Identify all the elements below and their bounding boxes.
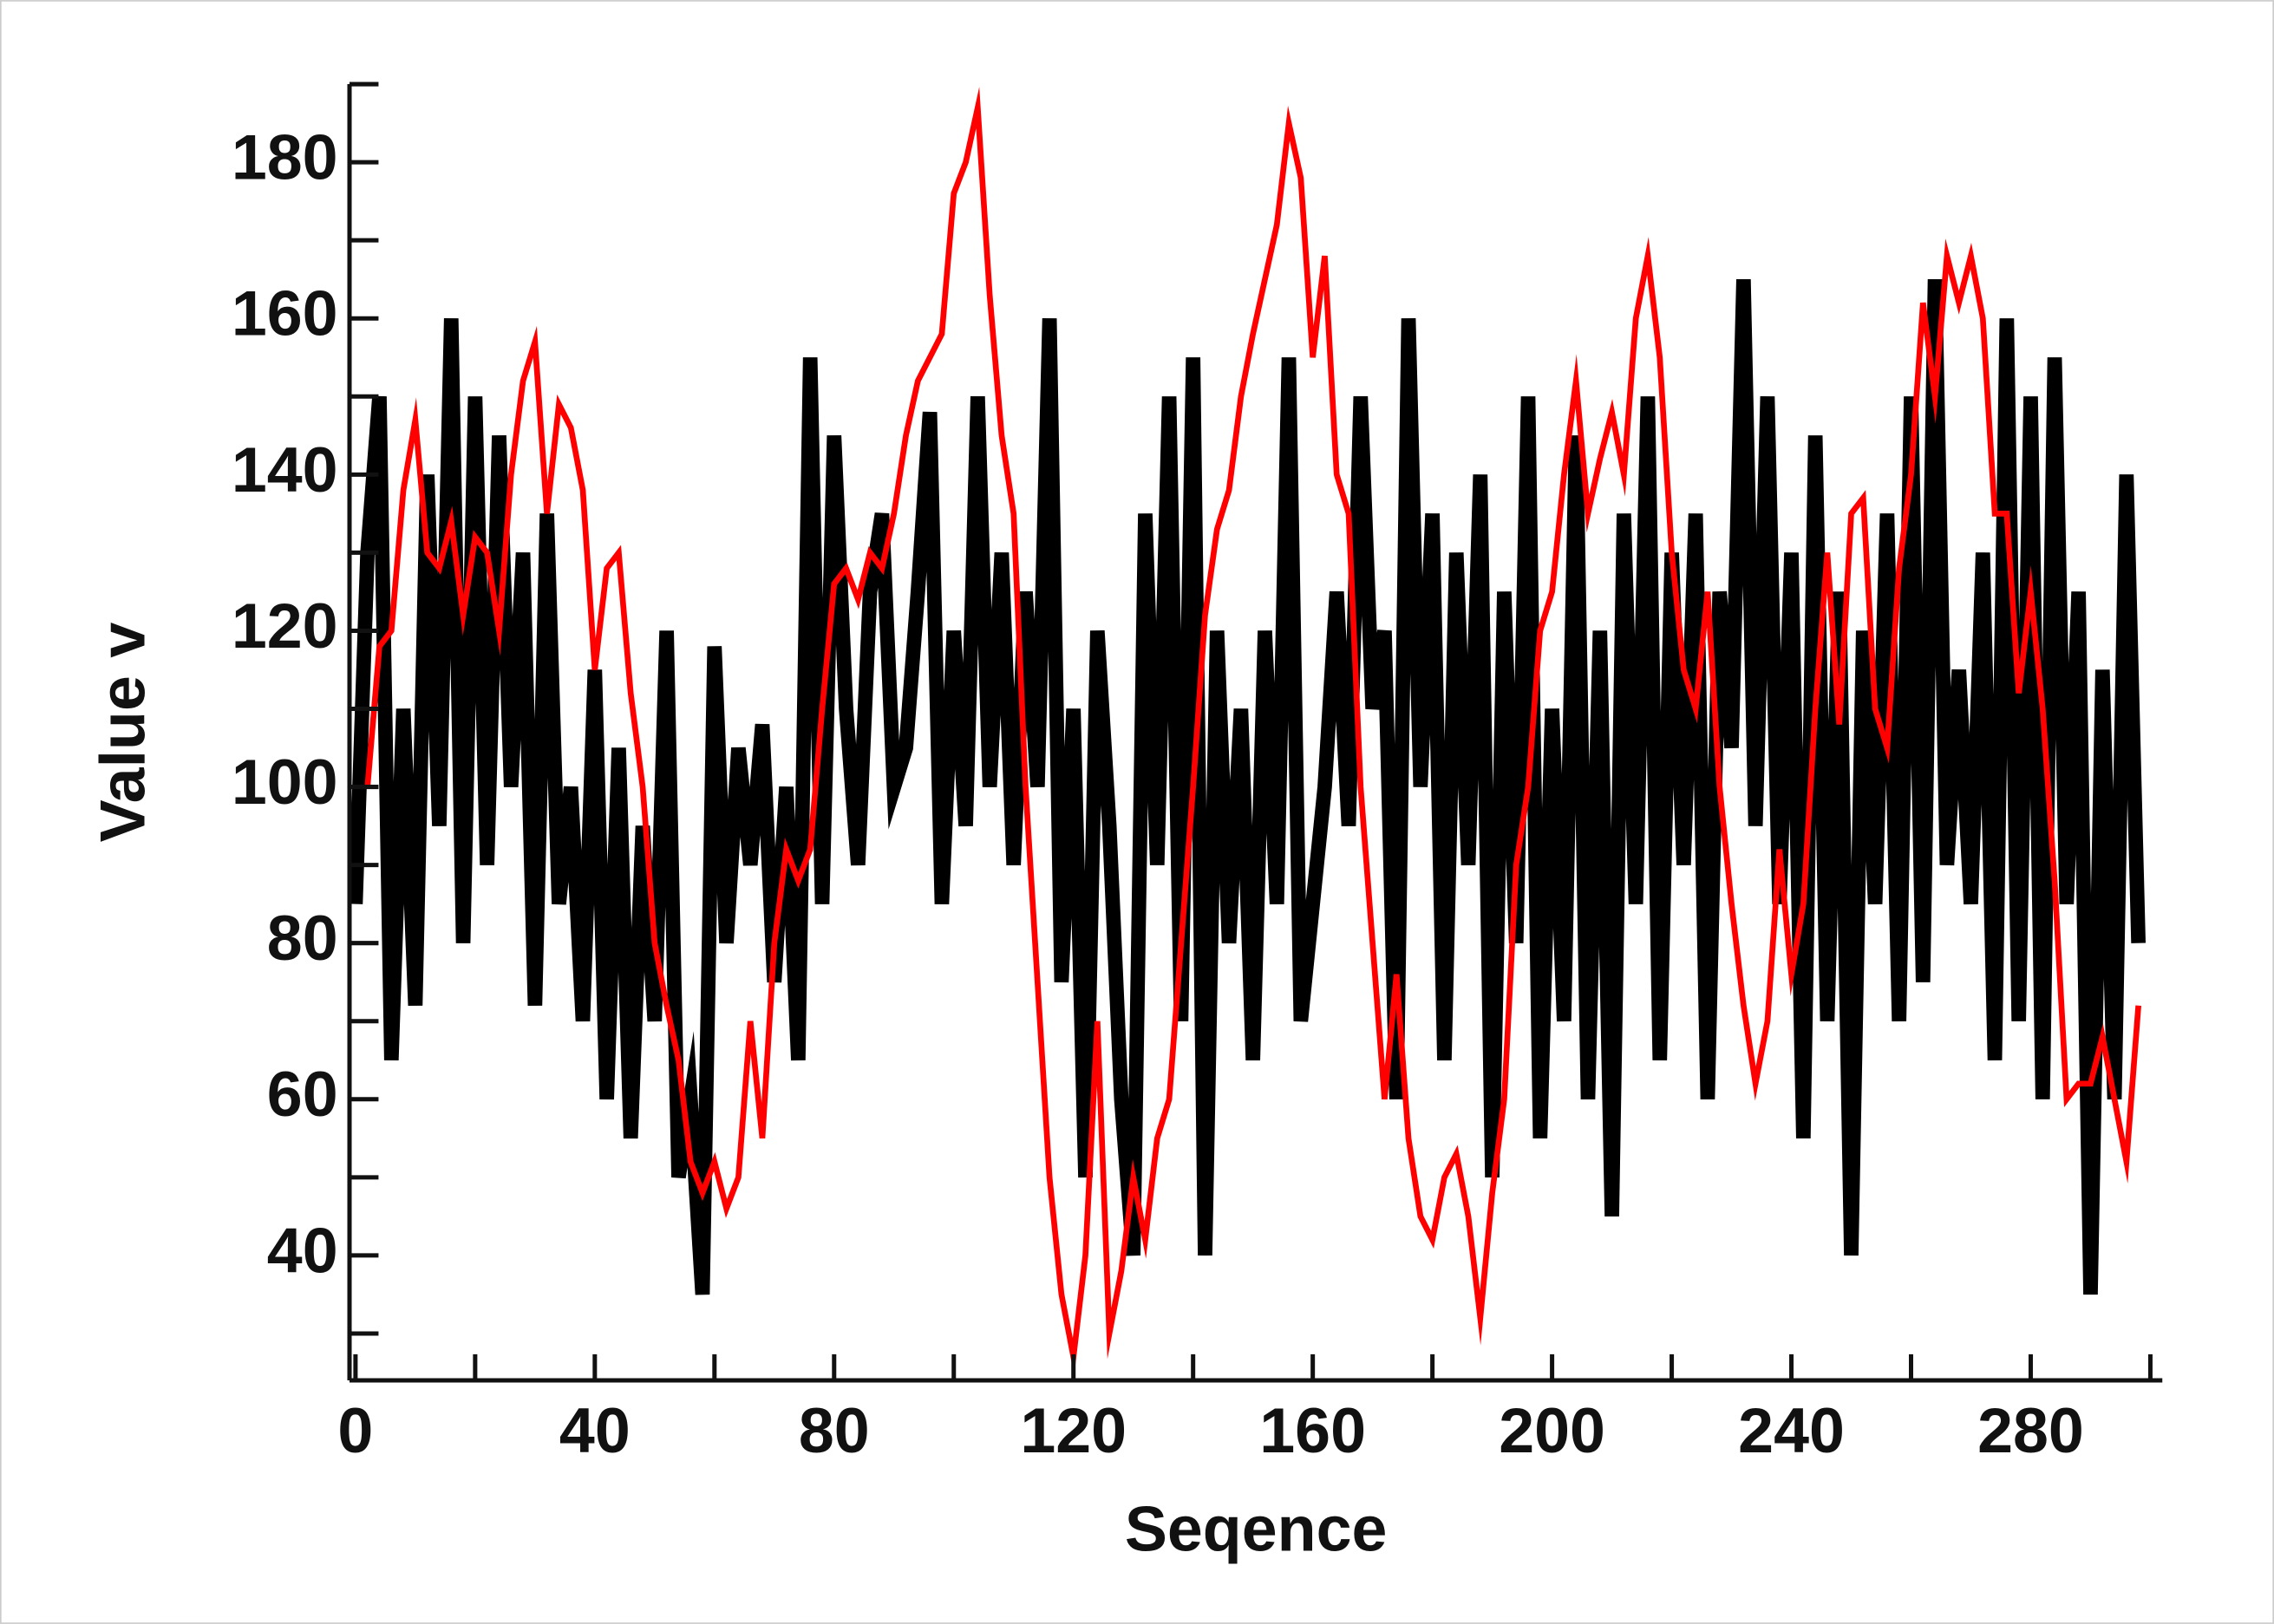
y-tick-label: 60 <box>267 1058 338 1130</box>
y-tick-label: 120 <box>232 590 338 662</box>
x-tick-label: 240 <box>1738 1394 1845 1466</box>
x-axis-label: Seqence <box>1125 1493 1388 1565</box>
y-tick-label: 140 <box>232 434 338 505</box>
data-line <box>364 87 2141 1376</box>
x-tick-label: 160 <box>1259 1394 1366 1466</box>
x-tick-label: 280 <box>1977 1394 2084 1466</box>
x-tick-label: 80 <box>799 1394 870 1466</box>
plot-area <box>349 87 2147 1376</box>
y-tick-label: 160 <box>232 277 338 349</box>
y-axis-label: Value v <box>87 623 159 843</box>
x-tick-label: 40 <box>559 1394 631 1466</box>
x-tick-label: 200 <box>1499 1394 1605 1466</box>
y-tick-label: 180 <box>232 121 338 193</box>
x-tick-label: 0 <box>337 1394 373 1466</box>
x-tick-label: 120 <box>1020 1394 1127 1466</box>
y-tick-label: 100 <box>232 746 338 818</box>
axes: 40 60 80 100 120 140 160 180 0 40 80 120 160 200 240 28… <box>232 82 2163 1466</box>
y-tick-label: 80 <box>267 902 338 974</box>
y-tick-label: 40 <box>267 1214 338 1286</box>
